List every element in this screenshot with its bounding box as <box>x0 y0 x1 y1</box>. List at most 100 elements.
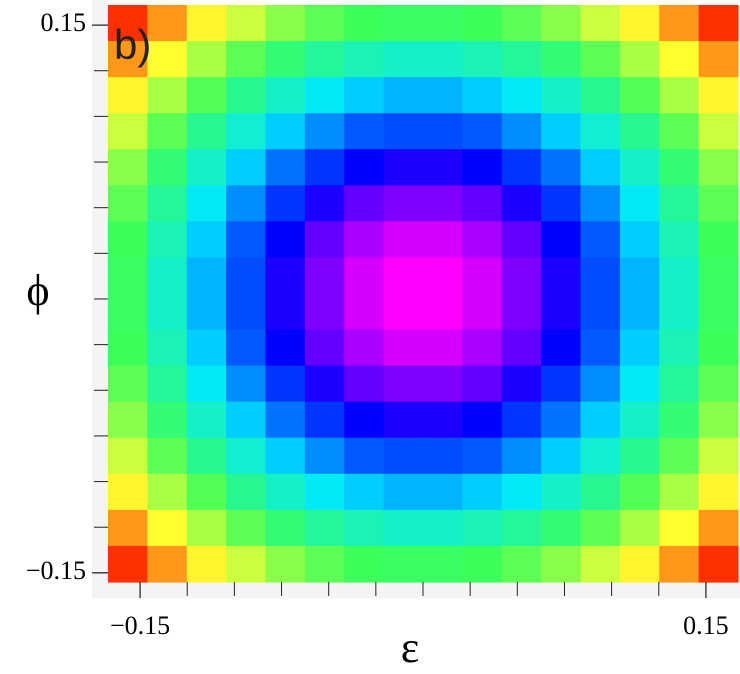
heatmap-cell <box>383 41 424 78</box>
heatmap-cell <box>541 41 582 78</box>
heatmap-cell <box>265 257 306 295</box>
heatmap-cell <box>265 185 306 222</box>
heatmap-cell <box>383 509 424 547</box>
heatmap-cell <box>619 5 660 42</box>
heatmap-cell <box>659 5 700 42</box>
heatmap-cell <box>186 509 227 547</box>
heatmap-cell <box>186 365 227 403</box>
heatmap-cell <box>423 113 463 150</box>
heatmap-cell <box>698 221 739 259</box>
heatmap-cell <box>304 77 345 114</box>
heatmap-cell <box>423 509 463 547</box>
heatmap-cell <box>344 473 385 511</box>
heatmap-cell <box>147 185 188 222</box>
heatmap-cell <box>186 5 227 42</box>
heatmap-cell <box>423 401 463 439</box>
heatmap-cell <box>462 437 503 475</box>
heatmap-cell <box>186 185 227 222</box>
heatmap-cell <box>698 473 739 511</box>
heatmap-cell <box>304 113 345 150</box>
heatmap-cell <box>501 77 542 114</box>
heatmap-cell <box>344 329 385 367</box>
heatmap-cell <box>423 41 463 78</box>
heatmap-cell <box>462 41 503 78</box>
heatmap-cell <box>423 257 463 295</box>
heatmap-cell <box>186 77 227 114</box>
x-axis-label: ε <box>401 623 419 672</box>
heatmap-cell <box>186 113 227 150</box>
heatmap-cell <box>541 473 582 511</box>
heatmap-cell <box>304 5 345 42</box>
heatmap-cell <box>619 473 660 511</box>
heatmap-cell <box>108 5 148 42</box>
heatmap-cell <box>698 185 739 222</box>
heatmap-cell <box>383 185 424 222</box>
heatmap-cell <box>304 221 345 259</box>
heatmap-cell <box>501 329 542 367</box>
heatmap-cell <box>659 437 700 475</box>
heatmap-cell <box>186 149 227 186</box>
heatmap-cell <box>304 401 345 439</box>
heatmap-cell <box>659 257 700 295</box>
heatmap-cell <box>501 257 542 295</box>
heatmap-cell <box>108 221 148 259</box>
heatmap-cell <box>580 5 621 42</box>
heatmap-cell <box>108 293 148 331</box>
heatmap-cell <box>383 113 424 150</box>
heatmap-cell <box>344 41 385 78</box>
heatmap-cell <box>383 257 424 295</box>
heatmap-cell <box>580 41 621 78</box>
heatmap-cell <box>304 257 345 295</box>
heatmap-cell <box>108 113 148 150</box>
heatmap-cell <box>344 149 385 186</box>
heatmap-cell <box>541 365 582 403</box>
heatmap-cell <box>698 365 739 403</box>
heatmap-cell <box>226 509 267 547</box>
heatmap-cell <box>108 149 148 186</box>
heatmap-cell <box>462 473 503 511</box>
x-axis-band <box>92 582 740 598</box>
heatmap-cell <box>147 509 188 547</box>
heatmap-cell <box>619 293 660 331</box>
heatmap-cell <box>541 545 582 583</box>
heatmap-cell <box>580 509 621 547</box>
heatmap-cell <box>108 401 148 439</box>
heatmap-cell <box>423 221 463 259</box>
heatmap-cell <box>698 41 739 78</box>
heatmap-cell <box>304 545 345 583</box>
heatmap-cell <box>698 5 739 42</box>
heatmap-cell <box>580 77 621 114</box>
heatmap-cell <box>383 149 424 186</box>
heatmap-cell <box>226 329 267 367</box>
heatmap-cell <box>541 113 582 150</box>
heatmap-cell <box>147 437 188 475</box>
heatmap-cell <box>265 365 306 403</box>
heatmap-cell <box>541 221 582 259</box>
heatmap-cell <box>265 509 306 547</box>
heatmap-cell <box>462 221 503 259</box>
heatmap-cell <box>226 41 267 78</box>
heatmap-cell <box>698 77 739 114</box>
heatmap-cell <box>186 221 227 259</box>
heatmap-cell <box>462 77 503 114</box>
heatmap-cell <box>462 365 503 403</box>
heatmap-cell <box>541 149 582 186</box>
heatmap-cell <box>108 41 148 78</box>
heatmap-cell <box>147 401 188 439</box>
heatmap-cell <box>344 257 385 295</box>
heatmap-cell <box>423 77 463 114</box>
heatmap-cell <box>698 257 739 295</box>
heatmap-cell <box>580 221 621 259</box>
heatmap-cell <box>304 473 345 511</box>
heatmap-cell <box>659 185 700 222</box>
heatmap-cell <box>580 545 621 583</box>
heatmap-cell <box>580 437 621 475</box>
heatmap-cell <box>383 545 424 583</box>
heatmap-cell <box>226 257 267 295</box>
heatmap-cell <box>108 473 148 511</box>
heatmap-cell <box>383 401 424 439</box>
x-tick-label: 0.15 <box>683 611 729 640</box>
heatmap-cell <box>423 473 463 511</box>
heatmap-cell <box>423 365 463 403</box>
heatmap-cell <box>147 221 188 259</box>
